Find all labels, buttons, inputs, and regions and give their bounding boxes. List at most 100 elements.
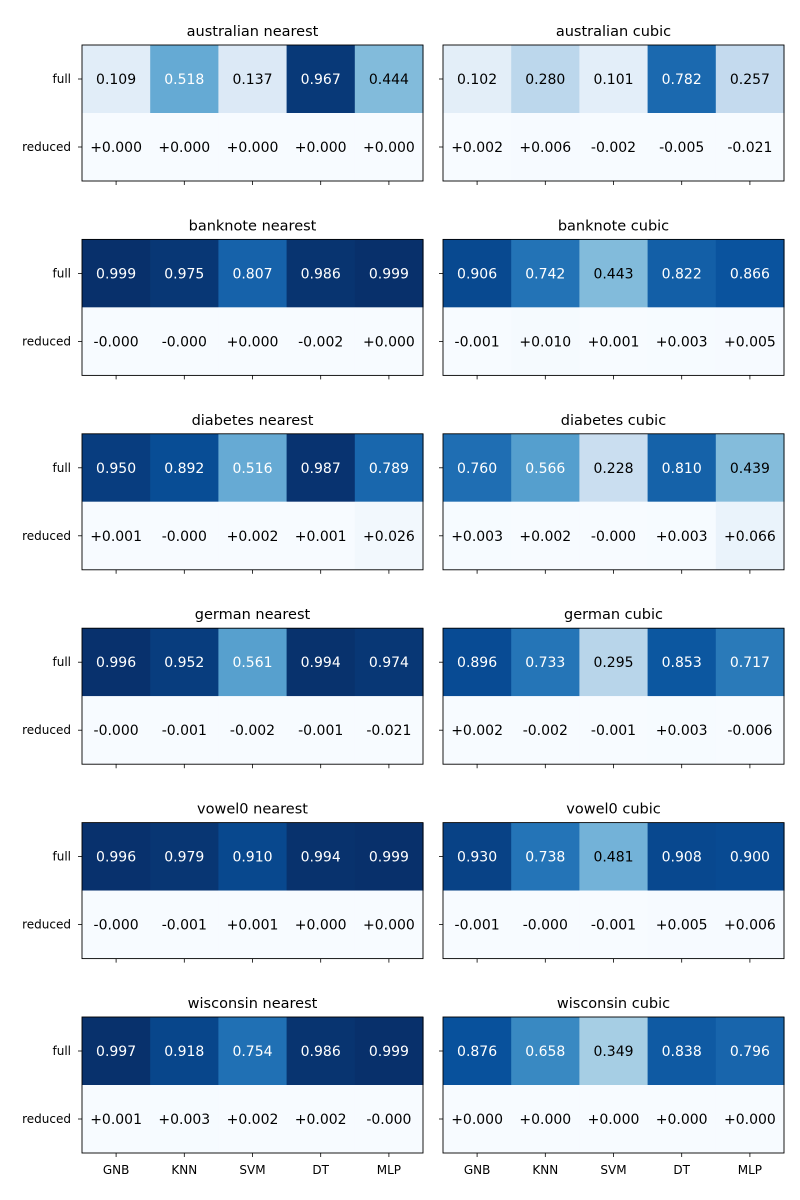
cell-value-label: +0.001	[90, 529, 142, 545]
cell-value-label: 0.782	[662, 72, 702, 88]
heatmap-cell-reduced-gnb	[443, 501, 512, 570]
heatmap-cell-full-knn	[150, 822, 219, 891]
heatmap-cell-reduced-knn	[150, 890, 219, 959]
cell-value-label: 0.439	[730, 461, 770, 477]
cell-value-label: 0.996	[96, 655, 136, 671]
row-label-full: full	[53, 266, 72, 280]
heatmap-cell-reduced-gnb	[82, 113, 151, 181]
panel-title: vowel0 cubic	[566, 802, 660, 818]
heatmap-cell-full-svm	[218, 1017, 288, 1085]
heatmap-cell-full-dt	[286, 822, 356, 891]
heatmap-cell-full-gnb	[443, 1017, 512, 1085]
cell-value-label: -0.002	[591, 140, 636, 156]
cell-value-label: +0.000	[227, 140, 279, 156]
heatmap-cell-full-svm	[579, 239, 649, 308]
cell-value-label: -0.021	[366, 723, 411, 739]
heatmap-cell-reduced-knn	[150, 501, 219, 570]
cell-value-label: 0.742	[525, 266, 565, 282]
cell-value-label: +0.000	[588, 1112, 640, 1128]
heatmap-cell-reduced-gnb	[82, 501, 151, 570]
heatmap-cell-reduced-knn	[150, 1085, 219, 1153]
panel-title: banknote nearest	[189, 218, 317, 234]
heatmap-cell-reduced-dt	[286, 1085, 356, 1153]
panel-vowel0-cubic: vowel0 cubic 0.930 0.738 0.481 0.908 0.900 -0.…	[439, 802, 785, 963]
cell-value-label: 0.994	[301, 655, 341, 671]
heatmap-cell-reduced-dt	[286, 307, 356, 376]
cell-value-label: 0.257	[730, 72, 770, 88]
heatmap-cell-full-knn	[150, 45, 219, 113]
heatmap-cell-full-dt	[647, 628, 717, 697]
row-label-reduced: reduced	[22, 529, 71, 543]
heatmap-cell-full-knn	[511, 239, 580, 308]
panel-frame	[442, 822, 785, 960]
cell-value-label: +0.003	[656, 723, 708, 739]
heatmap-cell-full-dt	[286, 239, 356, 308]
heatmap-cell-full-dt	[647, 1017, 717, 1085]
heatmap-cell-reduced-dt	[286, 113, 356, 181]
heatmap-cell-full-svm	[579, 822, 649, 891]
cell-value-label: +0.000	[451, 1112, 503, 1128]
panel-diabetes-nearest: diabetes nearest 0.950 0.892 0.516 0.987 0.78…	[22, 413, 424, 574]
cell-value-label: +0.002	[451, 723, 503, 739]
panel-wisconsin-cubic: wisconsin cubic 0.876 0.658 0.349 0.838 0.796…	[439, 996, 785, 1177]
col-label-svm: SVM	[600, 1163, 626, 1177]
heatmap-cell-reduced-mlp	[354, 501, 424, 570]
cell-value-label: -0.000	[162, 334, 207, 350]
cell-value-label: 0.896	[457, 655, 497, 671]
heatmap-cell-full-svm	[218, 628, 288, 697]
cell-value-label: 0.838	[662, 1044, 702, 1060]
cell-value-label: -0.005	[659, 140, 704, 156]
cell-value-label: 0.137	[232, 72, 272, 88]
cell-value-label: 0.796	[730, 1044, 770, 1060]
cell-value-label: 0.997	[96, 1044, 136, 1060]
heatmap-cell-full-knn	[511, 628, 580, 697]
cell-value-label: 0.295	[593, 655, 633, 671]
heatmap-cell-reduced-svm	[579, 113, 649, 181]
cell-value-label: -0.001	[162, 918, 207, 934]
cell-value-label: 0.952	[164, 655, 204, 671]
cell-value-label: +0.000	[227, 334, 279, 350]
row-label-full: full	[53, 1044, 72, 1058]
heatmap-cell-full-dt	[647, 45, 717, 113]
cell-value-label: 0.910	[232, 850, 272, 866]
cell-value-label: 0.974	[369, 655, 409, 671]
panel-german-cubic: german cubic 0.896 0.733 0.295 0.853 0.717 +0.…	[439, 607, 785, 769]
cell-value-label: -0.000	[366, 1112, 411, 1128]
cell-value-label: +0.000	[656, 1112, 708, 1128]
heatmap-cell-full-knn	[511, 822, 580, 891]
cell-value-label: +0.010	[519, 334, 571, 350]
cell-value-label: +0.001	[90, 1112, 142, 1128]
panel-diabetes-cubic: diabetes cubic 0.760 0.566 0.228 0.810 0.439 +…	[439, 413, 785, 574]
heatmap-cell-full-svm	[579, 1017, 649, 1085]
heatmap-cell-reduced-mlp	[354, 113, 424, 181]
heatmap-cell-reduced-dt	[647, 307, 717, 376]
cell-value-label: 0.987	[301, 461, 341, 477]
heatmap-cell-reduced-gnb	[443, 307, 512, 376]
cell-value-label: -0.000	[94, 723, 139, 739]
cell-value-label: 0.979	[164, 850, 204, 866]
heatmap-cell-reduced-svm	[218, 307, 288, 376]
cell-value-label: 0.994	[301, 850, 341, 866]
heatmap-cell-full-gnb	[82, 822, 151, 891]
panel-banknote-nearest: banknote nearest 0.999 0.975 0.807 0.986 0.99…	[22, 218, 424, 380]
panel-frame	[442, 433, 785, 571]
heatmap-cell-reduced-dt	[647, 890, 717, 959]
cell-value-label: +0.000	[363, 140, 415, 156]
panel-title: banknote cubic	[558, 218, 669, 234]
panel-title: australian nearest	[187, 24, 319, 40]
heatmap-cell-full-knn	[150, 1017, 219, 1085]
heatmap-cell-full-mlp	[715, 1017, 785, 1085]
panel-australian-cubic: australian cubic 0.102 0.280 0.101 0.782 0.25…	[439, 24, 785, 185]
heatmap-cell-reduced-svm	[218, 113, 288, 181]
cell-value-label: -0.000	[162, 529, 207, 545]
cell-value-label: 0.280	[525, 72, 565, 88]
cell-value-label: +0.000	[295, 140, 347, 156]
cell-value-label: -0.001	[298, 723, 343, 739]
cell-value-label: 0.717	[730, 655, 770, 671]
cell-value-label: 0.561	[232, 655, 272, 671]
heatmap-cell-reduced-mlp	[715, 501, 785, 570]
heatmap-cell-full-dt	[647, 433, 717, 502]
cell-value-label: +0.002	[451, 140, 503, 156]
cell-value-label: +0.000	[519, 1112, 571, 1128]
cell-value-label: 0.789	[369, 461, 409, 477]
